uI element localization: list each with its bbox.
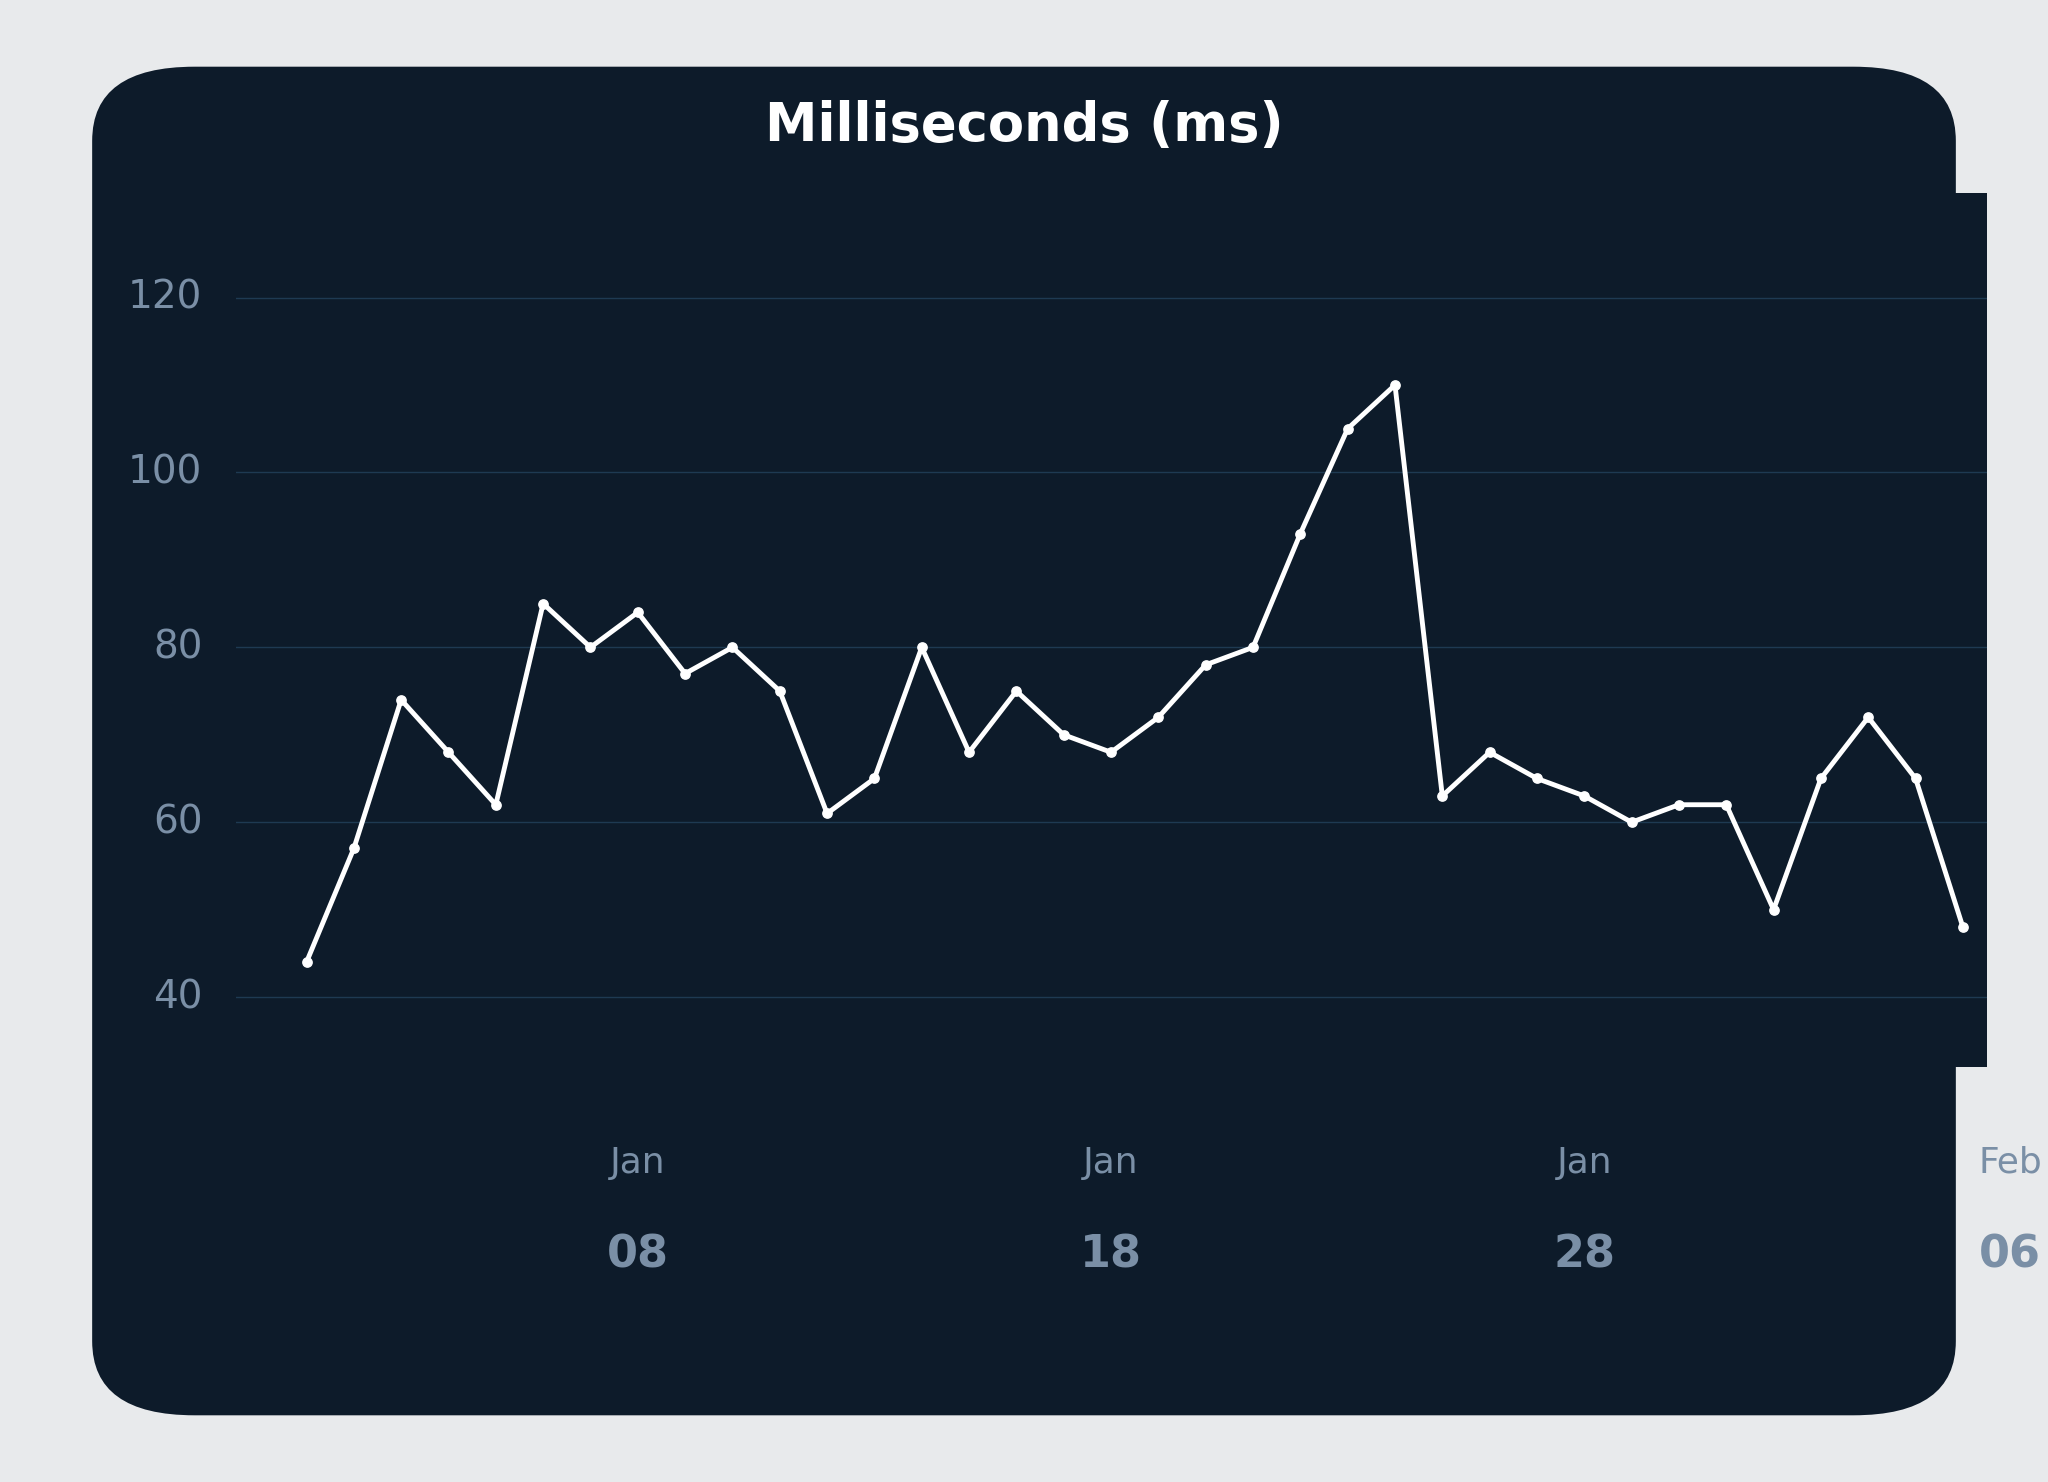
Point: [479, 793, 512, 817]
Point: [858, 766, 891, 790]
Point: [1425, 784, 1458, 808]
Point: [717, 636, 750, 659]
Point: [432, 741, 465, 765]
Text: Jan: Jan: [1083, 1146, 1139, 1180]
Point: [1851, 705, 1884, 729]
Point: [1190, 654, 1223, 677]
Point: [338, 836, 371, 860]
Point: [1520, 766, 1552, 790]
Text: 08: 08: [606, 1233, 670, 1276]
Point: [1663, 793, 1696, 817]
Text: 06: 06: [1978, 1233, 2042, 1276]
Point: [526, 591, 559, 615]
Point: [905, 636, 938, 659]
Point: [670, 661, 702, 685]
Point: [1946, 916, 1978, 940]
Text: Feb: Feb: [1978, 1146, 2042, 1180]
Text: Jan: Jan: [610, 1146, 666, 1180]
Point: [385, 688, 418, 711]
Point: [1331, 416, 1364, 440]
Point: [291, 950, 324, 974]
Point: [1898, 766, 1931, 790]
FancyBboxPatch shape: [92, 67, 1956, 1415]
Text: 120: 120: [129, 279, 203, 317]
Point: [1473, 741, 1505, 765]
Point: [1616, 811, 1649, 834]
Point: [1804, 766, 1837, 790]
Point: [1143, 705, 1176, 729]
Text: 28: 28: [1552, 1233, 1616, 1276]
Text: 60: 60: [154, 803, 203, 842]
Point: [999, 679, 1032, 702]
Point: [1237, 636, 1270, 659]
Point: [952, 741, 985, 765]
Point: [1710, 793, 1743, 817]
Text: 18: 18: [1079, 1233, 1143, 1276]
Text: 40: 40: [154, 978, 203, 1017]
Text: Milliseconds (ms): Milliseconds (ms): [764, 99, 1284, 153]
Point: [1094, 741, 1126, 765]
Point: [1757, 898, 1790, 922]
Text: 80: 80: [154, 628, 203, 667]
Text: 100: 100: [129, 453, 203, 492]
Point: [1378, 373, 1411, 397]
Text: Jan: Jan: [1556, 1146, 1612, 1180]
Point: [621, 600, 653, 624]
Point: [1569, 784, 1602, 808]
Point: [1284, 522, 1317, 545]
Point: [573, 636, 606, 659]
Point: [764, 679, 797, 702]
Point: [811, 802, 844, 825]
Point: [1047, 723, 1079, 747]
